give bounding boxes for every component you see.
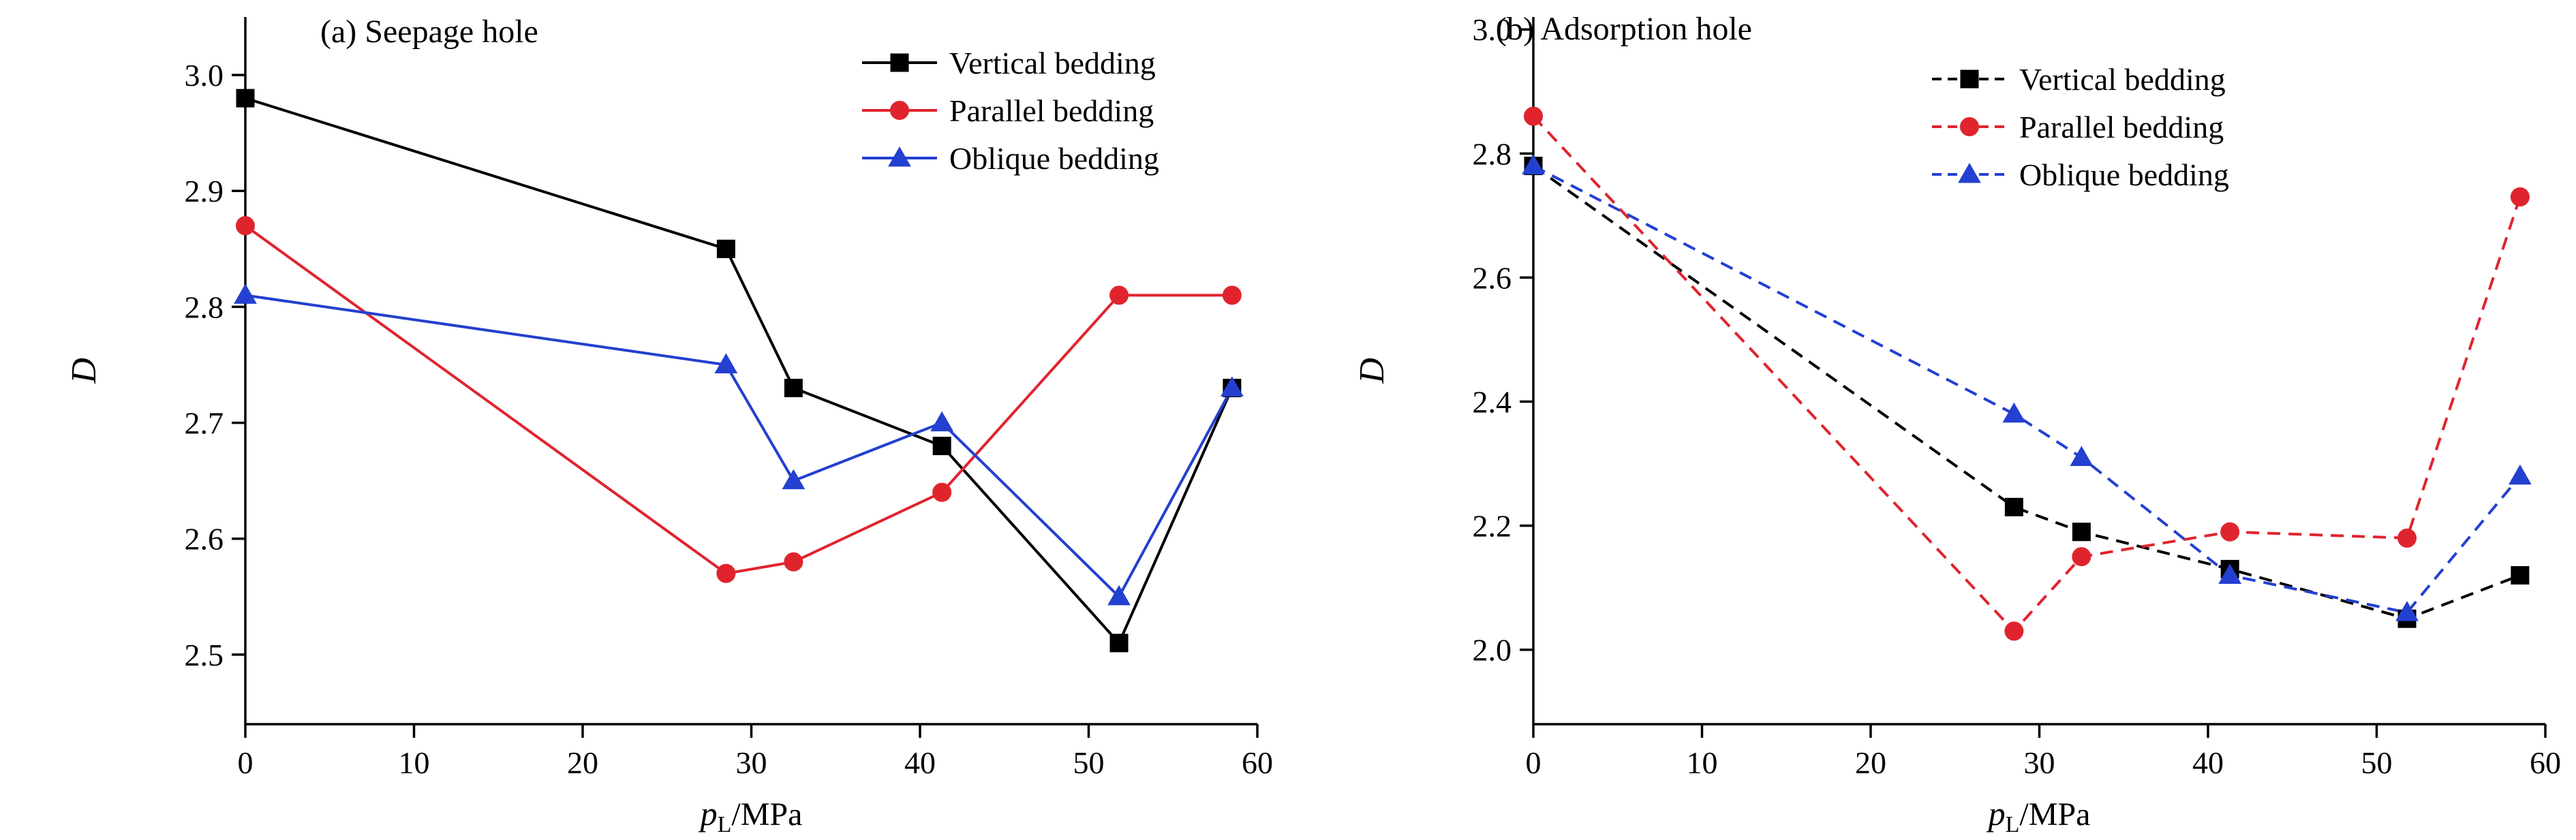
data-point-marker-legend-oblique-bedding [888, 146, 911, 167]
data-point-marker-parallel-bedding [236, 216, 255, 236]
x-tick-label: 30 [2024, 745, 2055, 780]
chart-panel-b: 0 10 20 30 40 50 60 2.0 2.2 2.4 2.6 2.8 3.0 pL/MPa D (b… [1288, 0, 2576, 840]
legend-label: Vertical bedding [2019, 62, 2226, 97]
y-tick-label: 2.5 [185, 638, 224, 672]
data-point-marker-parallel-bedding [932, 482, 952, 502]
data-point-marker-legend-oblique-bedding [1958, 162, 1981, 183]
y-tick-label: 2.8 [185, 290, 224, 324]
chart-b: 0 10 20 30 40 50 60 2.0 2.2 2.4 2.6 2.8 3.0 pL/MPa D (b… [1353, 11, 2561, 837]
data-point-marker-vertical-bedding [2072, 523, 2091, 542]
x-tick-label: 50 [2361, 745, 2393, 780]
data-point-marker-oblique-bedding [1522, 154, 1545, 175]
legend-label: Parallel bedding [949, 93, 1154, 128]
data-point-marker-vertical-bedding [784, 379, 803, 398]
legend-item-parallel-bedding: Parallel bedding [862, 93, 1154, 128]
x-tick-label: 30 [736, 745, 767, 780]
chart-a: 0 10 20 30 40 50 60 2.5 2.6 2.7 2.8 2.9 3.0 pL/MPa D (a… [65, 14, 1273, 837]
data-point-marker-vertical-bedding [716, 239, 735, 258]
data-point-marker-parallel-bedding [2072, 547, 2091, 567]
series-line-vertical-bedding [245, 97, 1233, 644]
data-point-marker-oblique-bedding [782, 469, 806, 490]
data-point-marker-legend-parallel-bedding [890, 101, 909, 120]
data-point-marker-oblique-bedding [1221, 376, 1244, 397]
legend-label: Vertical bedding [949, 46, 1156, 80]
legend-label: Oblique bedding [949, 141, 1159, 176]
x-tick-label: 0 [238, 745, 254, 780]
legend-item-vertical-bedding: Vertical bedding [862, 46, 1156, 80]
y-tick-label: 2.7 [185, 406, 224, 441]
x-tick-label: 50 [1073, 745, 1105, 780]
data-point-marker-vertical-bedding [236, 89, 255, 108]
y-tick-label: 3.0 [1473, 12, 1512, 47]
data-point-marker-oblique-bedding [930, 411, 954, 432]
x-tick-label: 40 [904, 745, 936, 780]
data-point-marker-parallel-bedding [1524, 106, 1543, 126]
data-point-marker-parallel-bedding [2510, 187, 2530, 207]
x-tick-label: 60 [2530, 745, 2561, 780]
y-tick-label: 3.0 [185, 58, 224, 93]
y-tick-label: 2.6 [1473, 260, 1512, 295]
data-point-marker-oblique-bedding [2002, 402, 2026, 423]
data-point-marker-oblique-bedding [2509, 464, 2532, 485]
x-axis-label: pL/MPa [1987, 794, 2091, 837]
data-point-marker-legend-vertical-bedding [1960, 69, 1979, 89]
data-point-marker-oblique-bedding [2395, 601, 2419, 621]
x-tick-label: 0 [1526, 745, 1542, 780]
data-point-marker-parallel-bedding [2004, 621, 2024, 641]
chart-panel-a: 0 10 20 30 40 50 60 2.5 2.6 2.7 2.8 2.9 3.0 pL/MPa D (a… [65, 14, 1273, 837]
series-line-parallel-bedding [244, 224, 1232, 575]
data-point-marker-parallel-bedding [2220, 522, 2240, 542]
data-point-marker-oblique-bedding [2218, 563, 2242, 584]
legend-item-oblique-bedding: Oblique bedding [1932, 157, 2229, 192]
legend-item-vertical-bedding: Vertical bedding [1932, 62, 2226, 97]
x-tick-label: 40 [2192, 745, 2224, 780]
panel-title: (b) Adsorption hole [1496, 11, 1752, 47]
y-axis-label: D [1353, 358, 1392, 384]
x-tick-label: 20 [567, 745, 598, 780]
data-point-marker-oblique-bedding [714, 353, 738, 373]
y-tick-label: 2.2 [1473, 509, 1512, 544]
series-line-oblique-bedding [245, 294, 1233, 598]
x-axis-label: pL/MPa [699, 794, 803, 837]
data-point-marker-vertical-bedding [1109, 634, 1129, 653]
data-point-marker-oblique-bedding [1107, 585, 1131, 606]
y-axis-label: D [65, 358, 104, 384]
data-point-marker-parallel-bedding [1109, 285, 1129, 305]
x-tick-label: 60 [1242, 745, 1273, 780]
series-line-vertical-bedding [1532, 164, 2521, 621]
data-point-marker-legend-parallel-bedding [1960, 117, 1979, 136]
y-tick-label: 2.6 [185, 522, 224, 557]
data-point-marker-oblique-bedding [2070, 446, 2094, 466]
data-point-marker-parallel-bedding [1222, 285, 1242, 305]
data-point-marker-vertical-bedding [932, 437, 951, 456]
series-line-parallel-bedding [1532, 115, 2521, 633]
series-line-oblique-bedding [1533, 164, 2521, 615]
data-point-marker-parallel-bedding [784, 552, 803, 572]
x-tick-label: 10 [1687, 745, 1718, 780]
y-tick-label: 2.9 [185, 174, 224, 208]
data-point-marker-parallel-bedding [716, 563, 736, 583]
data-point-marker-oblique-bedding [234, 283, 257, 304]
legend-item-oblique-bedding: Oblique bedding [862, 141, 1159, 176]
y-tick-label: 2.0 [1473, 633, 1512, 668]
legend-label: Parallel bedding [2019, 110, 2224, 144]
data-point-marker-vertical-bedding [2511, 565, 2530, 585]
data-point-marker-legend-vertical-bedding [890, 53, 909, 72]
y-tick-label: 2.4 [1473, 385, 1512, 420]
data-point-marker-parallel-bedding [2397, 528, 2417, 548]
panel-title: (a) Seepage hole [320, 14, 538, 50]
x-tick-label: 10 [399, 745, 430, 780]
y-tick-label: 2.8 [1473, 136, 1512, 171]
legend-label: Oblique bedding [2019, 157, 2229, 192]
legend-item-parallel-bedding: Parallel bedding [1932, 110, 2224, 144]
x-tick-label: 20 [1855, 745, 1886, 780]
data-point-marker-vertical-bedding [2004, 497, 2023, 516]
